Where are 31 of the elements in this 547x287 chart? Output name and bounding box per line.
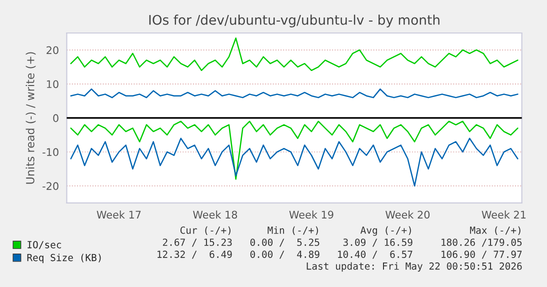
text: Avg (-/+): [360, 226, 411, 236]
chart-title: IOs for /dev/ubuntu-vg/ubuntu-lv - by month: [149, 14, 440, 28]
text: 10.40 / 6.57: [338, 250, 412, 259]
text: Last update: Fri May 22 00:50:51 2026: [306, 262, 522, 272]
line-series: [70, 138, 518, 187]
y-tick-label: 20: [46, 46, 58, 54]
y-tick-label: 10: [46, 80, 58, 88]
text: Cur (-/+): [180, 226, 230, 236]
text: 180.26 /179.05: [442, 238, 522, 247]
x-tick-label: Week 17: [96, 210, 141, 219]
x-tick-label: Week 20: [386, 210, 430, 219]
text: 12.32 / 6.49: [158, 250, 232, 259]
text: 106.90 / 77.97: [442, 250, 522, 259]
line-series: [70, 37, 518, 72]
x-tick-label: Week 19: [289, 210, 334, 219]
legend-label: IO/sec: [28, 241, 61, 250]
text: 0.00 / 4.89: [250, 250, 320, 259]
text: Min (-/+): [268, 226, 318, 236]
y-axis-title: Units read (-) / write (+): [26, 52, 36, 184]
x-tick-label: Week 21: [482, 210, 526, 219]
text: 0.00 / 5.25: [250, 238, 320, 247]
text: Max (-/+): [470, 226, 520, 236]
y-tick-label: -10: [42, 148, 58, 156]
x-tick-label: Week 18: [193, 210, 238, 219]
y-tick-label: -20: [42, 182, 58, 190]
line-series: [70, 88, 518, 98]
text: 3.09 / 16.59: [343, 238, 412, 247]
text: 2.67 / 15.23: [162, 238, 232, 247]
line-series: [70, 120, 518, 180]
legend-label: Req Size (KB): [27, 254, 101, 264]
y-tick-label: 0: [53, 114, 58, 122]
